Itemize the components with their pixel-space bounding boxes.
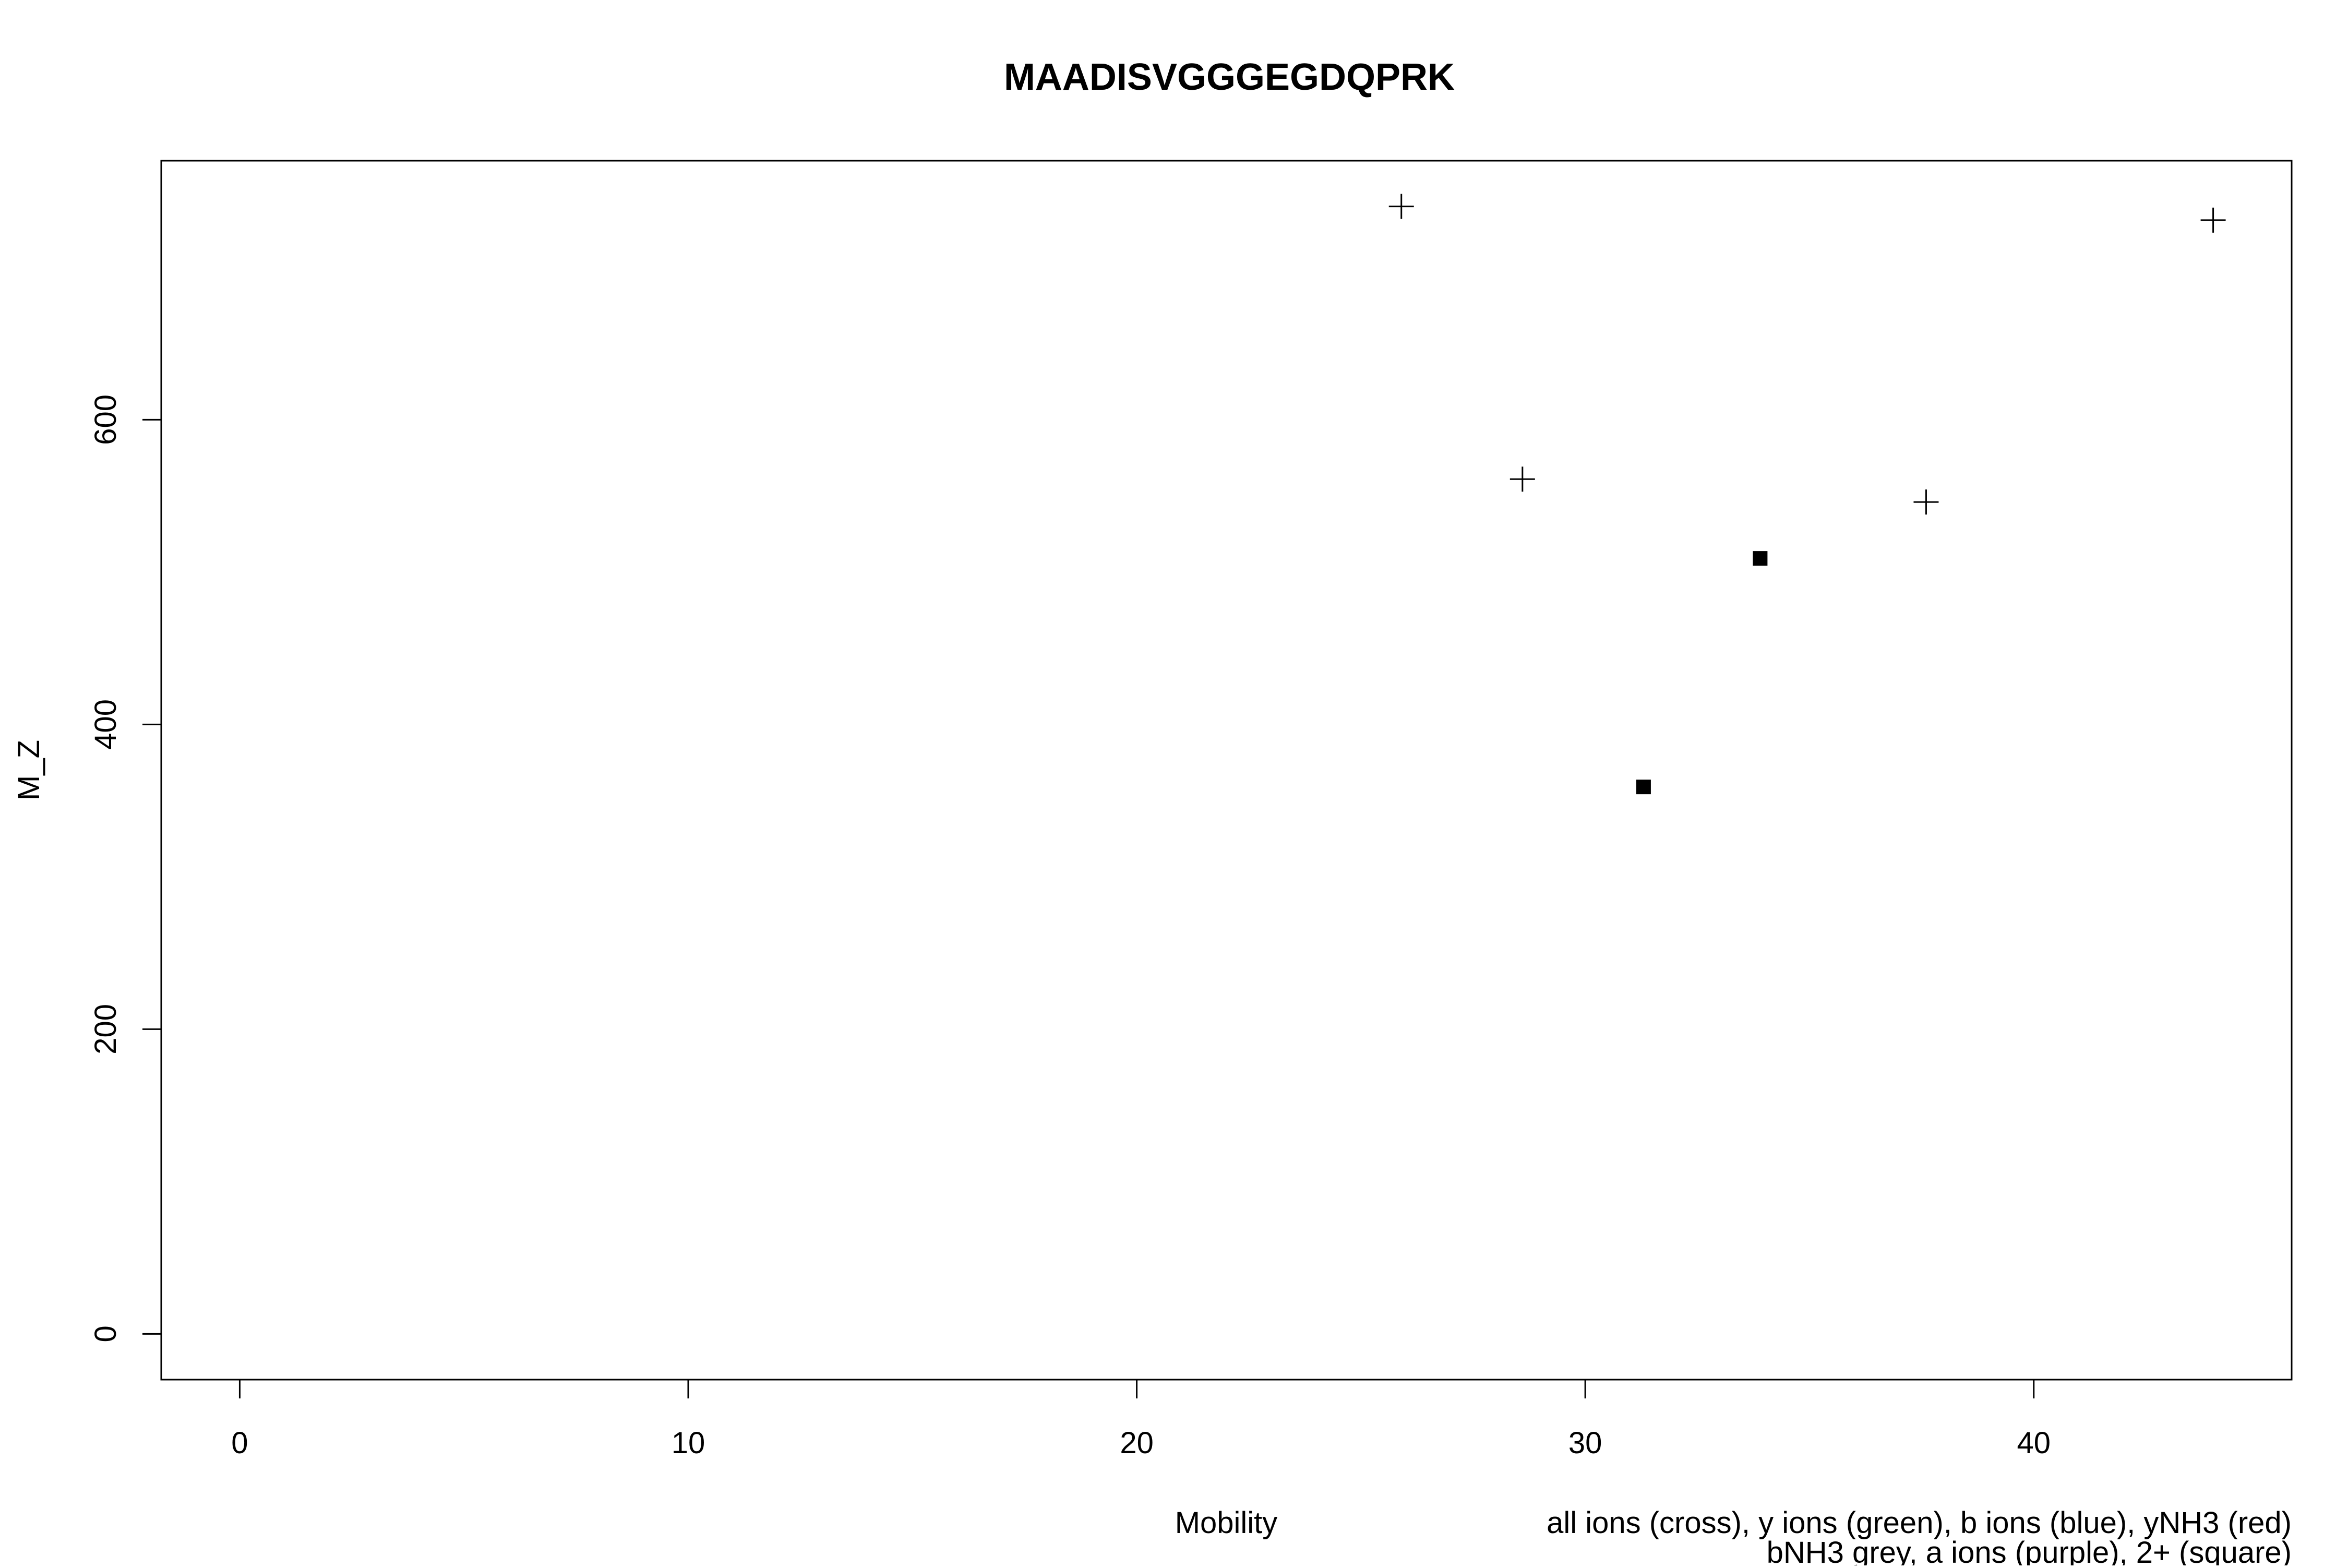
cross-point — [1388, 194, 1414, 219]
data-points — [1388, 194, 2226, 795]
y-axis: 0 200 400 600 — [89, 394, 162, 1343]
y-tick-label: 400 — [89, 699, 123, 750]
cross-point — [2200, 207, 2226, 233]
legend-note-line-1: all ions (cross), y ions (green), b ions… — [1547, 1506, 2292, 1540]
cross-point — [1913, 489, 1939, 515]
legend-note-line-2: bNH3 grey, a ions (purple), 2+ (square) — [1767, 1536, 2292, 1565]
y-tick-label: 0 — [89, 1325, 123, 1342]
square-point — [1753, 551, 1768, 566]
square-point — [1636, 780, 1651, 795]
x-axis-label: Mobility — [1175, 1506, 1278, 1540]
y-tick-label: 200 — [89, 1004, 123, 1055]
x-axis: 0 10 20 30 40 — [231, 1379, 2051, 1460]
x-tick-label: 30 — [1568, 1426, 1602, 1460]
x-tick-label: 0 — [231, 1426, 248, 1460]
y-tick-label: 600 — [89, 394, 123, 445]
cross-point — [1510, 466, 1535, 492]
chart-title: MAADISVGGGEGDQPRK — [1004, 56, 1455, 98]
y-axis-label: M_Z — [12, 740, 46, 800]
x-tick-label: 10 — [672, 1426, 705, 1460]
x-tick-label: 20 — [1120, 1426, 1154, 1460]
x-tick-label: 40 — [2017, 1426, 2051, 1460]
